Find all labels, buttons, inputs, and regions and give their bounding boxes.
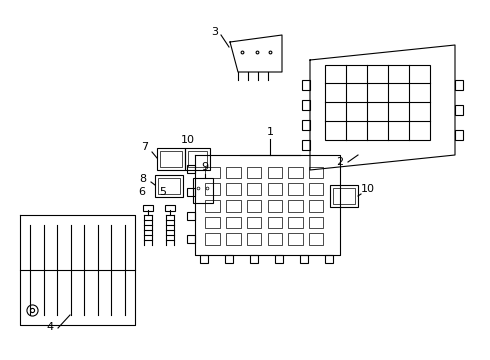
Bar <box>288 200 303 212</box>
Bar <box>268 217 282 228</box>
Bar <box>193 178 213 203</box>
Bar <box>288 217 303 228</box>
Text: 9: 9 <box>201 162 209 172</box>
Bar <box>225 255 233 263</box>
Bar <box>275 255 283 263</box>
Bar <box>158 178 180 194</box>
Bar <box>302 100 310 110</box>
Bar <box>187 235 195 243</box>
Bar <box>268 183 282 195</box>
Bar <box>455 80 463 90</box>
Bar <box>226 217 241 228</box>
Bar <box>288 233 303 245</box>
Bar <box>187 188 195 196</box>
Bar <box>302 140 310 150</box>
Bar <box>330 185 358 207</box>
Bar <box>247 200 261 212</box>
Bar <box>187 165 195 173</box>
Text: 10: 10 <box>181 135 195 145</box>
Bar <box>205 233 220 245</box>
Bar <box>205 217 220 228</box>
Bar <box>288 167 303 178</box>
Bar <box>165 205 175 211</box>
Bar <box>309 183 323 195</box>
Bar <box>268 167 282 178</box>
Bar <box>300 255 308 263</box>
Text: 2: 2 <box>337 157 343 167</box>
Bar <box>250 255 258 263</box>
Text: 8: 8 <box>140 174 147 184</box>
Bar <box>333 188 355 204</box>
Bar <box>268 233 282 245</box>
Bar <box>288 183 303 195</box>
Bar <box>226 200 241 212</box>
Bar <box>188 151 207 167</box>
Bar <box>325 65 430 140</box>
Bar <box>325 255 333 263</box>
Text: 5: 5 <box>160 187 167 197</box>
Bar <box>309 200 323 212</box>
Bar <box>205 200 220 212</box>
Bar <box>155 175 183 197</box>
Bar <box>187 212 195 220</box>
Bar <box>226 167 241 178</box>
Bar <box>205 167 220 178</box>
Text: 4: 4 <box>47 322 53 332</box>
Bar <box>247 183 261 195</box>
Bar <box>247 217 261 228</box>
Bar <box>309 167 323 178</box>
Bar <box>302 120 310 130</box>
Bar <box>309 233 323 245</box>
Bar <box>205 183 220 195</box>
Bar <box>309 217 323 228</box>
Bar <box>247 167 261 178</box>
Bar <box>160 151 182 167</box>
Text: 10: 10 <box>361 184 375 194</box>
Bar <box>302 80 310 90</box>
Bar <box>268 200 282 212</box>
Bar <box>157 148 185 170</box>
Bar <box>226 233 241 245</box>
Text: 6: 6 <box>139 187 146 197</box>
Bar <box>143 205 153 211</box>
Text: 7: 7 <box>142 142 148 152</box>
Bar <box>185 148 210 170</box>
Bar <box>200 255 208 263</box>
Bar <box>455 130 463 140</box>
Text: 3: 3 <box>212 27 219 37</box>
Text: 1: 1 <box>267 127 273 137</box>
Bar <box>455 105 463 115</box>
Bar <box>226 183 241 195</box>
Bar <box>247 233 261 245</box>
